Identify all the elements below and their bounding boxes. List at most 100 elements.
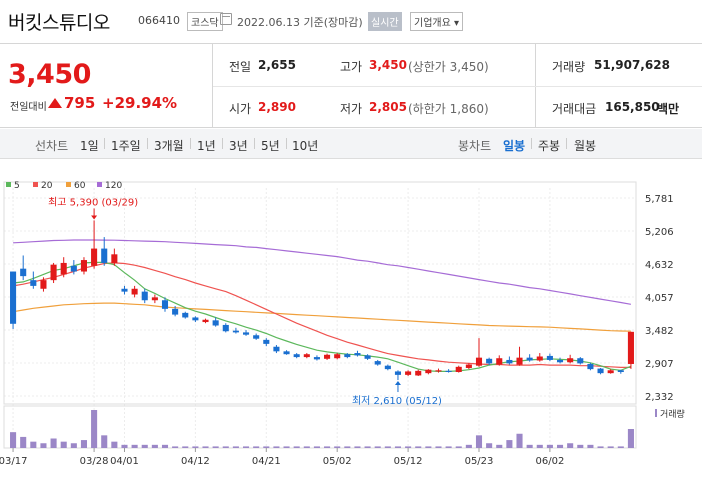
volume-bar [101,435,108,448]
tab-period-3m[interactable]: 3개월 [154,139,184,153]
open-label: 시가 [229,102,252,116]
tab-period-5y[interactable]: 5년 [261,139,280,153]
ma5-line [13,261,632,372]
volume-bar [506,440,513,448]
quote-panel: 3,450 전일대비 795 +29.94% 전일 2,655 고가 3,450… [0,43,702,128]
candle-body [627,331,634,364]
tab-period-10y[interactable]: 10년 [292,139,319,153]
legend-label: 60 [74,181,86,191]
low-label: 저가 [340,102,363,116]
candle-body [354,353,361,356]
candle-body [91,248,98,266]
divider [212,44,213,128]
volume-bar [405,446,412,448]
volume-bar [475,435,483,448]
amount-unit: 백만 [657,102,680,116]
tab-monthly[interactable]: 월봉 [574,139,597,153]
volume-bar [283,446,290,448]
candle-body [172,308,179,315]
tab-period-1d[interactable]: 1일 [80,139,99,153]
volume-bar [627,429,634,448]
volume-bar [253,446,260,448]
divider [286,138,287,149]
candle-body [303,354,310,358]
candle-body [506,359,513,364]
candle-body [374,361,381,365]
volume-bar [70,443,77,448]
volume-bar [334,446,341,448]
corp-info-dropdown[interactable]: 기업개요 ▾ [410,12,463,31]
legend-swatch [97,182,102,187]
market-badge: 코스닥 [187,12,223,31]
divider [254,138,255,149]
volume-bar [455,446,462,448]
x-tick-label: 04/12 [181,456,210,467]
prev-close-label: 전일 [229,60,252,74]
x-tick-label: 05/02 [323,456,352,467]
volume-bar [212,446,219,448]
volume-bar [567,443,574,448]
lower-limit: (하한가 1,860) [408,102,489,116]
legend-swatch [6,182,11,187]
candle-body [313,357,320,360]
candle-body [30,280,37,286]
legend-item-ma5: 5 [6,181,20,191]
x-tick-label: 04/21 [252,456,281,467]
change-percent: +29.94% [102,94,178,112]
tab-period-3y[interactable]: 3년 [229,139,248,153]
volume-label: 거래량 [552,60,586,74]
volume-bar [546,444,553,448]
high-label: 고가 [340,60,363,74]
volume-bar [577,444,584,448]
candle-body [192,317,199,321]
volume-bar [182,446,189,448]
volume-bar [425,446,432,448]
stock-name: 버킷스튜디오 [8,12,110,34]
volume-bar [121,444,128,448]
candle-body [293,354,300,358]
legend-item-ma60: 60 [66,181,85,191]
divider [213,86,702,87]
y-tick-label: 2,332 [645,392,674,403]
low-arrow-head [394,381,401,386]
candle-body [60,262,67,275]
candle-body [394,371,402,375]
divider [104,138,105,149]
volume-bar [394,446,402,448]
volume-bar [384,446,391,448]
candle-body [516,357,523,365]
x-tick-label: 05/23 [465,456,494,467]
tab-daily[interactable]: 일봉 [503,139,526,153]
volume-bar [222,446,229,448]
candle-body [597,368,604,374]
tab-weekly[interactable]: 주봉 [538,139,561,153]
tab-period-1w[interactable]: 1주일 [111,139,141,153]
volume-bar [293,446,300,448]
candle-body [263,339,270,344]
x-tick-label: 06/02 [535,456,564,467]
y-tick-label: 2,907 [645,359,674,370]
ma20-line [13,262,631,368]
candle-body [273,346,280,352]
volume-value: 51,907,628 [594,58,670,72]
volume-bar [50,438,57,448]
tab-period-1y[interactable]: 1년 [197,139,216,153]
current-price: 3,450 [8,59,91,90]
price-chart[interactable]: 5 20 60 120 5,781 5,206 4,632 4,057 3,482 2,9… [0,160,702,476]
y-tick-label: 4,057 [645,293,674,304]
x-tick-label: 03/17 [0,456,27,467]
tab-line-chart[interactable]: 선차트 [35,139,69,153]
candle-body [131,288,138,295]
legend-label: 120 [105,181,123,191]
candle-body [607,370,614,374]
candle-body [121,288,128,292]
y-tick-label: 3,482 [645,326,674,337]
high-annotation: 최고 5,390 (03/29) [48,196,138,208]
candle-body [70,265,77,272]
candle-body [151,297,158,301]
realtime-button[interactable]: 실시간 [368,12,402,31]
tab-candle-chart[interactable]: 봉차트 [458,139,492,153]
volume-frame [3,405,637,449]
divider [147,138,148,149]
calendar-icon [220,13,232,25]
